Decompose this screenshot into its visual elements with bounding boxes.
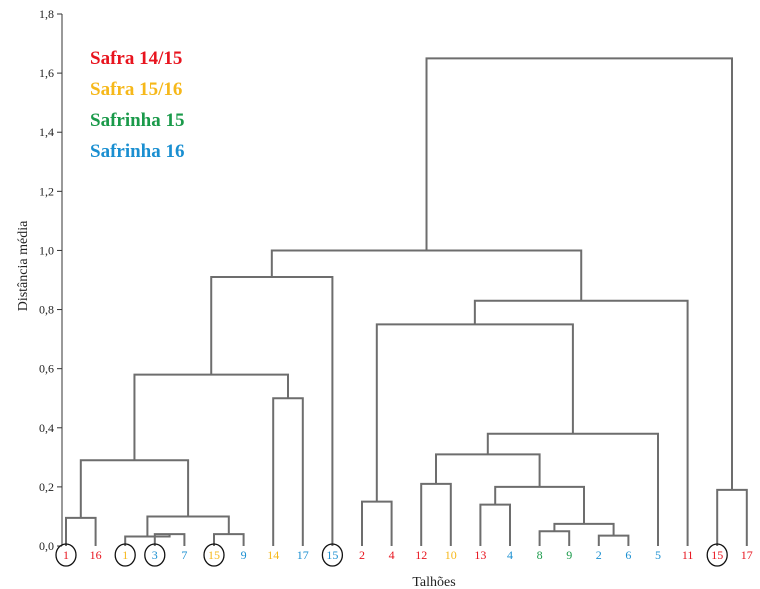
leaf-circle-mark	[55, 543, 77, 567]
dendrogram-merge-W	[425, 57, 733, 490]
leaf-label: 1	[63, 548, 69, 562]
dendrogram-merge-V	[716, 488, 748, 546]
dendrogram-merge-P	[494, 485, 585, 524]
leaf-label: 9	[241, 548, 247, 562]
leaf-label: 2	[596, 548, 602, 562]
dendrogram-branches	[65, 57, 748, 546]
dendrogram-merge-N	[597, 534, 630, 546]
leaf-label: 17	[297, 548, 309, 562]
leaf-circle-mark	[114, 543, 136, 567]
y-tick-label: 0,6	[39, 362, 54, 376]
dendrogram-merge-Q	[435, 453, 541, 487]
legend-entry: Safra 14/15	[90, 48, 182, 69]
leaf-label: 4	[507, 548, 513, 562]
y-tick-label: 0,8	[39, 303, 54, 317]
dendrogram-merge-T	[473, 299, 689, 546]
leaf-label: 11	[682, 548, 694, 562]
y-tick-label: 0,2	[39, 480, 54, 494]
dendrogram-merge-L	[479, 503, 511, 546]
leaf-circle-mark	[321, 543, 344, 567]
leaf-label: 2	[359, 548, 365, 562]
leaf-label: 12	[415, 548, 427, 562]
leaf-label: 10	[445, 548, 457, 562]
dendrogram-merge-S	[375, 323, 574, 502]
leaf-label: 1	[122, 548, 128, 562]
legend: Safra 14/15 Safra 15/16 Safrinha 15 Safrinh…	[90, 48, 185, 162]
y-tick-label: 1,6	[39, 66, 54, 80]
leaf-circle-mark	[203, 543, 225, 567]
dendrogram-merge-R	[486, 432, 659, 546]
x-axis-title: Talhões	[412, 575, 455, 589]
y-axis: 0,0 0,2 0,4 0,6 0,8 1,0 1,2 1,4 1,6 1,8	[39, 7, 63, 553]
leaf-label: 14	[267, 548, 279, 562]
y-tick-label: 1,2	[39, 184, 54, 198]
dendrogram-merge-A	[65, 516, 97, 546]
leaf-label: 6	[625, 548, 631, 562]
legend-entry: Safrinha 15	[90, 110, 185, 131]
leaf-label: 5	[655, 548, 661, 562]
leaf-label: 7	[181, 548, 187, 562]
y-tick-label: 1,0	[39, 243, 54, 257]
leaf-label: 15	[326, 548, 338, 562]
dendrogram-merge-I	[210, 276, 334, 546]
leaf-label: 17	[741, 548, 753, 562]
leaf-label: 16	[90, 548, 102, 562]
leaf-circle-mark	[706, 543, 728, 567]
y-tick-label: 0,4	[39, 421, 54, 435]
legend-entry: Safra 15/16	[90, 79, 182, 100]
y-tick-label: 1,4	[39, 125, 54, 139]
dendrogram-merge-G	[272, 397, 304, 546]
y-tick-label: 0,0	[39, 539, 54, 553]
leaf-label: 15	[208, 548, 220, 562]
legend-entry: Safrinha 16	[90, 141, 185, 162]
leaf-label: 4	[389, 548, 395, 562]
leaf-label: 15	[711, 548, 723, 562]
leaf-label: 8	[537, 548, 543, 562]
leaf-label: 13	[474, 548, 486, 562]
leaf-circle-mark	[144, 543, 166, 567]
dendrogram-merge-F	[79, 459, 190, 518]
dendrogram-merge-K	[420, 482, 452, 546]
dendrogram-merge-O	[553, 522, 615, 536]
dendrogram-merge-M	[538, 530, 571, 546]
leaf-label: 3	[152, 548, 158, 562]
y-tick-label: 1,8	[39, 7, 54, 21]
leaf-label: 9	[566, 548, 572, 562]
dendrogram-merge-D	[213, 533, 245, 546]
dendrogram-merge-H	[133, 373, 289, 461]
y-axis-title: Distância média	[16, 220, 31, 311]
dendrogram-merge-U	[270, 249, 583, 301]
dendrogram-merge-J	[361, 500, 393, 546]
leaf-labels: 1 16 1 3 7 15 9 14 17 15 2 4 12 10 13 4 8 9 2 6 5 11 15 17	[55, 543, 753, 567]
